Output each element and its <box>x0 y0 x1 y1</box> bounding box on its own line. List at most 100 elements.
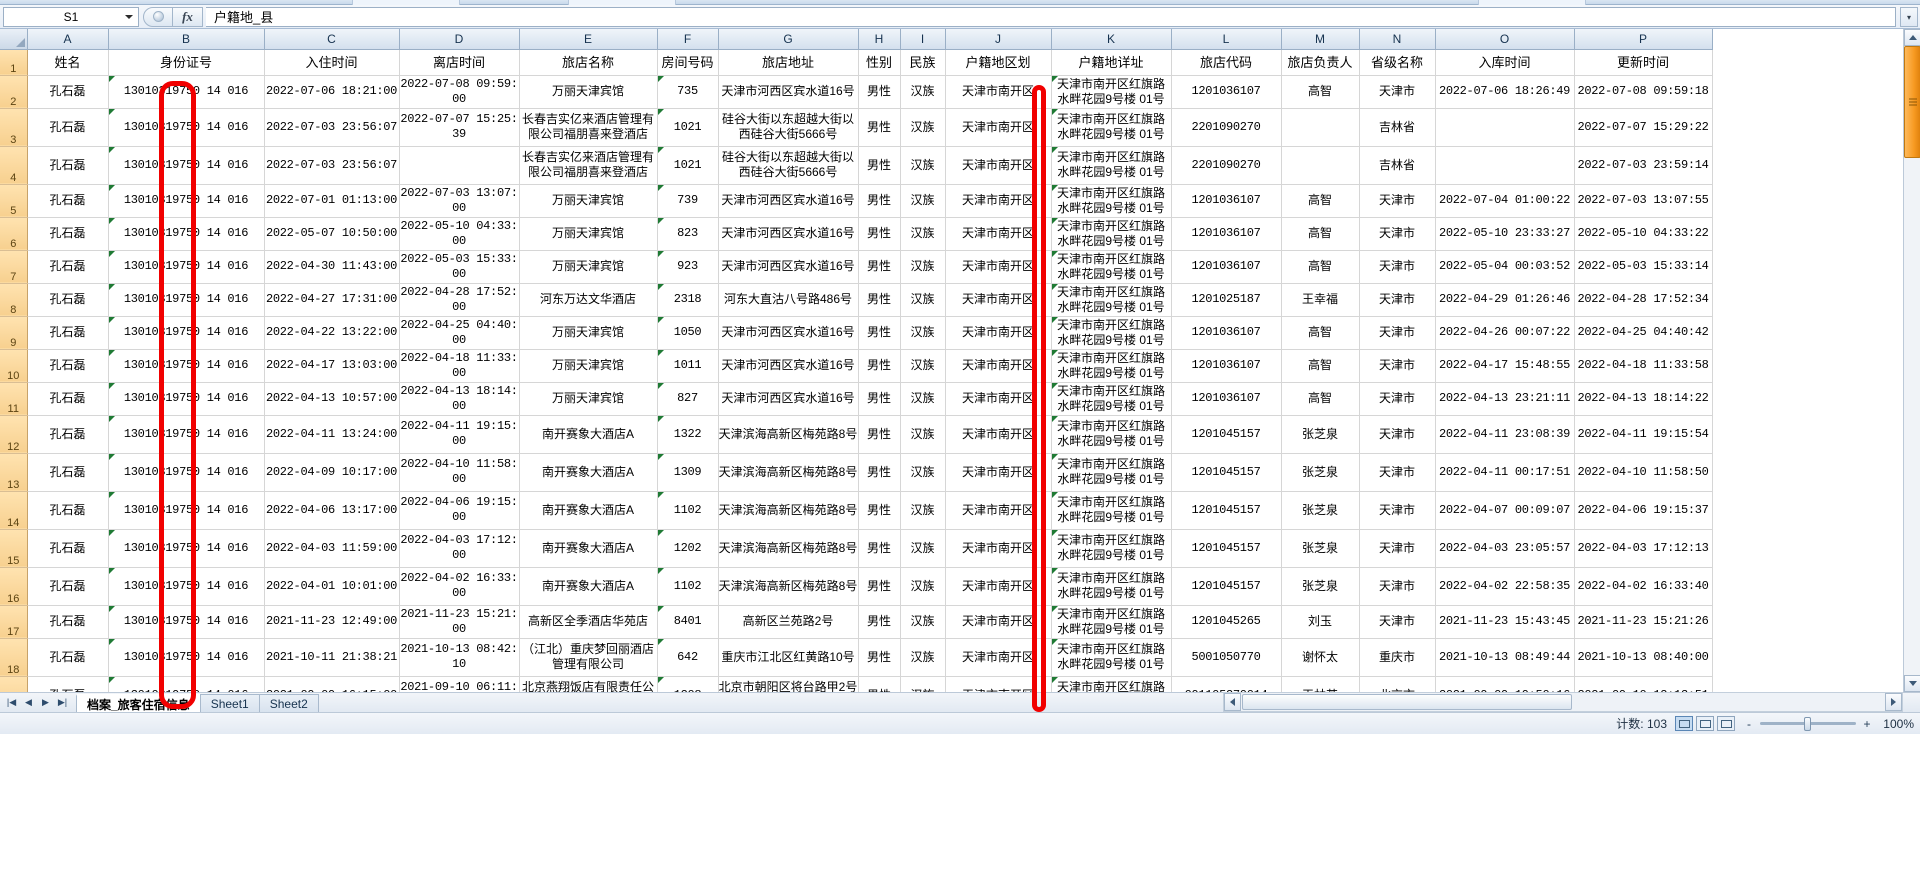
table-row[interactable]: 15 孔石磊 13010319750 14 016 2022-04-03 11:59:… <box>0 529 1713 568</box>
row-header-8[interactable]: 8 <box>0 283 28 317</box>
cell-ethnicity[interactable]: 汉族 <box>900 676 946 692</box>
cell-hotel_code[interactable]: 1201045157 <box>1171 491 1282 530</box>
cell-hotel[interactable]: 长春吉实亿来酒店管理有限公司福朋喜来登酒店 <box>519 146 658 185</box>
cell-gender[interactable]: 男性 <box>858 146 901 185</box>
cell-room[interactable]: 642 <box>657 638 719 677</box>
table-row[interactable]: 18 孔石磊 13010319750 14 016 2021-10-11 21:38:… <box>0 638 1713 677</box>
chevron-down-icon[interactable] <box>125 14 133 19</box>
column-title-province[interactable]: 省级名称 <box>1359 49 1436 76</box>
cell-update_time[interactable]: 2022-07-03 13:07:55 <box>1574 184 1713 218</box>
cell-hotel[interactable]: 南开赛象大酒店A <box>519 567 658 606</box>
cell-update_time[interactable]: 2022-04-18 11:33:58 <box>1574 349 1713 383</box>
table-row[interactable]: 12 孔石磊 13010319750 14 016 2022-04-11 13:24:… <box>0 415 1713 454</box>
cell-province[interactable]: 重庆市 <box>1359 638 1436 677</box>
cell-hotel_code[interactable]: 1201025187 <box>1171 283 1282 317</box>
cell-province[interactable]: 北京市 <box>1359 676 1436 692</box>
cell-update_time[interactable]: 2022-04-03 17:12:13 <box>1574 529 1713 568</box>
table-row[interactable]: 17 孔石磊 13010319750 14 016 2021-11-23 12:49:… <box>0 605 1713 639</box>
cell-entry_time[interactable]: 2022-05-10 23:33:27 <box>1435 217 1575 251</box>
cell-name[interactable]: 孔石磊 <box>27 382 109 416</box>
cell-checkout[interactable]: 2022-04-11 19:15:00 <box>399 415 520 454</box>
column-title-id[interactable]: 身份证号 <box>108 49 265 76</box>
cell-hukou_region[interactable]: 天津市南开区 <box>945 453 1052 492</box>
cell-ethnicity[interactable]: 汉族 <box>900 415 946 454</box>
horizontal-scroll-thumb[interactable] <box>1242 694 1572 710</box>
cell-gender[interactable]: 男性 <box>858 217 901 251</box>
cell-hukou_region[interactable]: 天津市南开区 <box>945 146 1052 185</box>
vertical-scrollbar[interactable] <box>1903 29 1920 692</box>
cell-name[interactable]: 孔石磊 <box>27 453 109 492</box>
sheet-body[interactable]: 1 姓名 身份证号 入住时间 离店时间 旅店名称 房间号码 旅店地址 性别 民族 户籍地区划 户籍地详… <box>0 49 1713 692</box>
cell-entry_time[interactable]: 2022-07-04 01:00:22 <box>1435 184 1575 218</box>
cell-checkout[interactable]: 2021-11-23 15:21:00 <box>399 605 520 639</box>
cell-hotel_addr[interactable]: 天津市河西区宾水道16号 <box>718 184 859 218</box>
cell-manager[interactable]: 张芝泉 <box>1281 415 1360 454</box>
cell-name[interactable]: 孔石磊 <box>27 146 109 185</box>
column-title-hukou_region[interactable]: 户籍地区划 <box>945 49 1052 76</box>
cell-gender[interactable]: 男性 <box>858 283 901 317</box>
cell-hotel_code[interactable]: 1201045157 <box>1171 529 1282 568</box>
cell-province[interactable]: 天津市 <box>1359 382 1436 416</box>
cell-hotel_addr[interactable]: 硅谷大街以东超越大街以西硅谷大街5666号 <box>718 146 859 185</box>
cell-hotel_code[interactable]: 1201045265 <box>1171 605 1282 639</box>
row-header-13[interactable]: 13 <box>0 453 28 492</box>
cell-ethnicity[interactable]: 汉族 <box>900 75 946 109</box>
cell-hukou_region[interactable]: 天津市南开区 <box>945 349 1052 383</box>
cell-checkout[interactable]: 2022-04-02 16:33:00 <box>399 567 520 606</box>
cell-gender[interactable]: 男性 <box>858 605 901 639</box>
column-header-C[interactable]: C <box>264 29 400 50</box>
column-header-E[interactable]: E <box>519 29 658 50</box>
cell-name[interactable]: 孔石磊 <box>27 567 109 606</box>
cell-ethnicity[interactable]: 汉族 <box>900 605 946 639</box>
cell-gender[interactable]: 男性 <box>858 491 901 530</box>
cell-hukou_region[interactable]: 天津市南开区 <box>945 605 1052 639</box>
cell-entry_time[interactable]: 2022-04-02 22:58:35 <box>1435 567 1575 606</box>
cell-ethnicity[interactable]: 汉族 <box>900 146 946 185</box>
cell-entry_time[interactable]: 2021-09-09 19:50:16 <box>1435 676 1575 692</box>
cell-checkin[interactable]: 2022-04-06 13:17:00 <box>264 491 400 530</box>
column-header-K[interactable]: K <box>1051 29 1172 50</box>
cell-room[interactable]: 735 <box>657 75 719 109</box>
cell-province[interactable]: 吉林省 <box>1359 146 1436 185</box>
cell-ethnicity[interactable]: 汉族 <box>900 567 946 606</box>
cell-checkout[interactable]: 2022-05-10 04:33:00 <box>399 217 520 251</box>
cell-id[interactable]: 13010319750 14 016 <box>108 250 265 284</box>
cell-room[interactable]: 1011 <box>657 349 719 383</box>
cell-entry_time[interactable]: 2022-05-04 00:03:52 <box>1435 250 1575 284</box>
column-title-hotel_code[interactable]: 旅店代码 <box>1171 49 1282 76</box>
cell-province[interactable]: 天津市 <box>1359 217 1436 251</box>
expand-formula-bar-icon[interactable]: ▾ <box>1900 7 1918 27</box>
cell-checkin[interactable]: 2022-07-03 23:56:07 <box>264 108 400 147</box>
cell-province[interactable]: 吉林省 <box>1359 108 1436 147</box>
zoom-slider-knob[interactable] <box>1804 716 1811 731</box>
cell-checkin[interactable]: 2022-04-13 10:57:00 <box>264 382 400 416</box>
cell-name[interactable]: 孔石磊 <box>27 638 109 677</box>
cell-ethnicity[interactable]: 汉族 <box>900 250 946 284</box>
cell-name[interactable]: 孔石磊 <box>27 283 109 317</box>
cell-hotel[interactable]: 南开赛象大酒店A <box>519 453 658 492</box>
cell-manager[interactable]: 张芝泉 <box>1281 453 1360 492</box>
row-header-19[interactable]: 19 <box>0 676 28 692</box>
column-header-P[interactable]: P <box>1574 29 1713 50</box>
cell-hukou_detail[interactable]: 天津市南开区红旗路水畔花园9号楼 01号 <box>1051 415 1172 454</box>
cell-entry_time[interactable]: 2022-04-11 00:17:51 <box>1435 453 1575 492</box>
cell-name[interactable]: 孔石磊 <box>27 491 109 530</box>
cell-hotel[interactable]: 河东万达文华酒店 <box>519 283 658 317</box>
cell-hotel_code[interactable]: 1201036107 <box>1171 250 1282 284</box>
cell-hotel_addr[interactable]: 高新区兰苑路2号 <box>718 605 859 639</box>
scroll-left-button[interactable] <box>1224 693 1241 711</box>
cell-id[interactable]: 13010319750 14 016 <box>108 316 265 350</box>
insert-function-button[interactable]: fx <box>173 6 203 27</box>
column-title-manager[interactable]: 旅店负责人 <box>1281 49 1360 76</box>
cell-hotel_addr[interactable]: 天津市河西区宾水道16号 <box>718 75 859 109</box>
table-row[interactable]: 3 孔石磊 13010319750 14 016 2022-07-03 23:56:0… <box>0 108 1713 147</box>
cell-hotel[interactable]: 万丽天津宾馆 <box>519 316 658 350</box>
cell-hotel[interactable]: 北京燕翔饭店有限责任公司诺金酒店 <box>519 676 658 692</box>
cell-province[interactable]: 天津市 <box>1359 605 1436 639</box>
cell-entry_time[interactable]: 2022-07-06 18:26:49 <box>1435 75 1575 109</box>
cell-gender[interactable]: 男性 <box>858 382 901 416</box>
cell-room[interactable]: 1021 <box>657 108 719 147</box>
cell-room[interactable]: 823 <box>657 217 719 251</box>
table-row[interactable]: 9 孔石磊 13010319750 14 016 2022-04-22 13:22:0… <box>0 316 1713 350</box>
sheet-tab-1[interactable]: 档案_旅客住宿信息 <box>76 693 201 713</box>
